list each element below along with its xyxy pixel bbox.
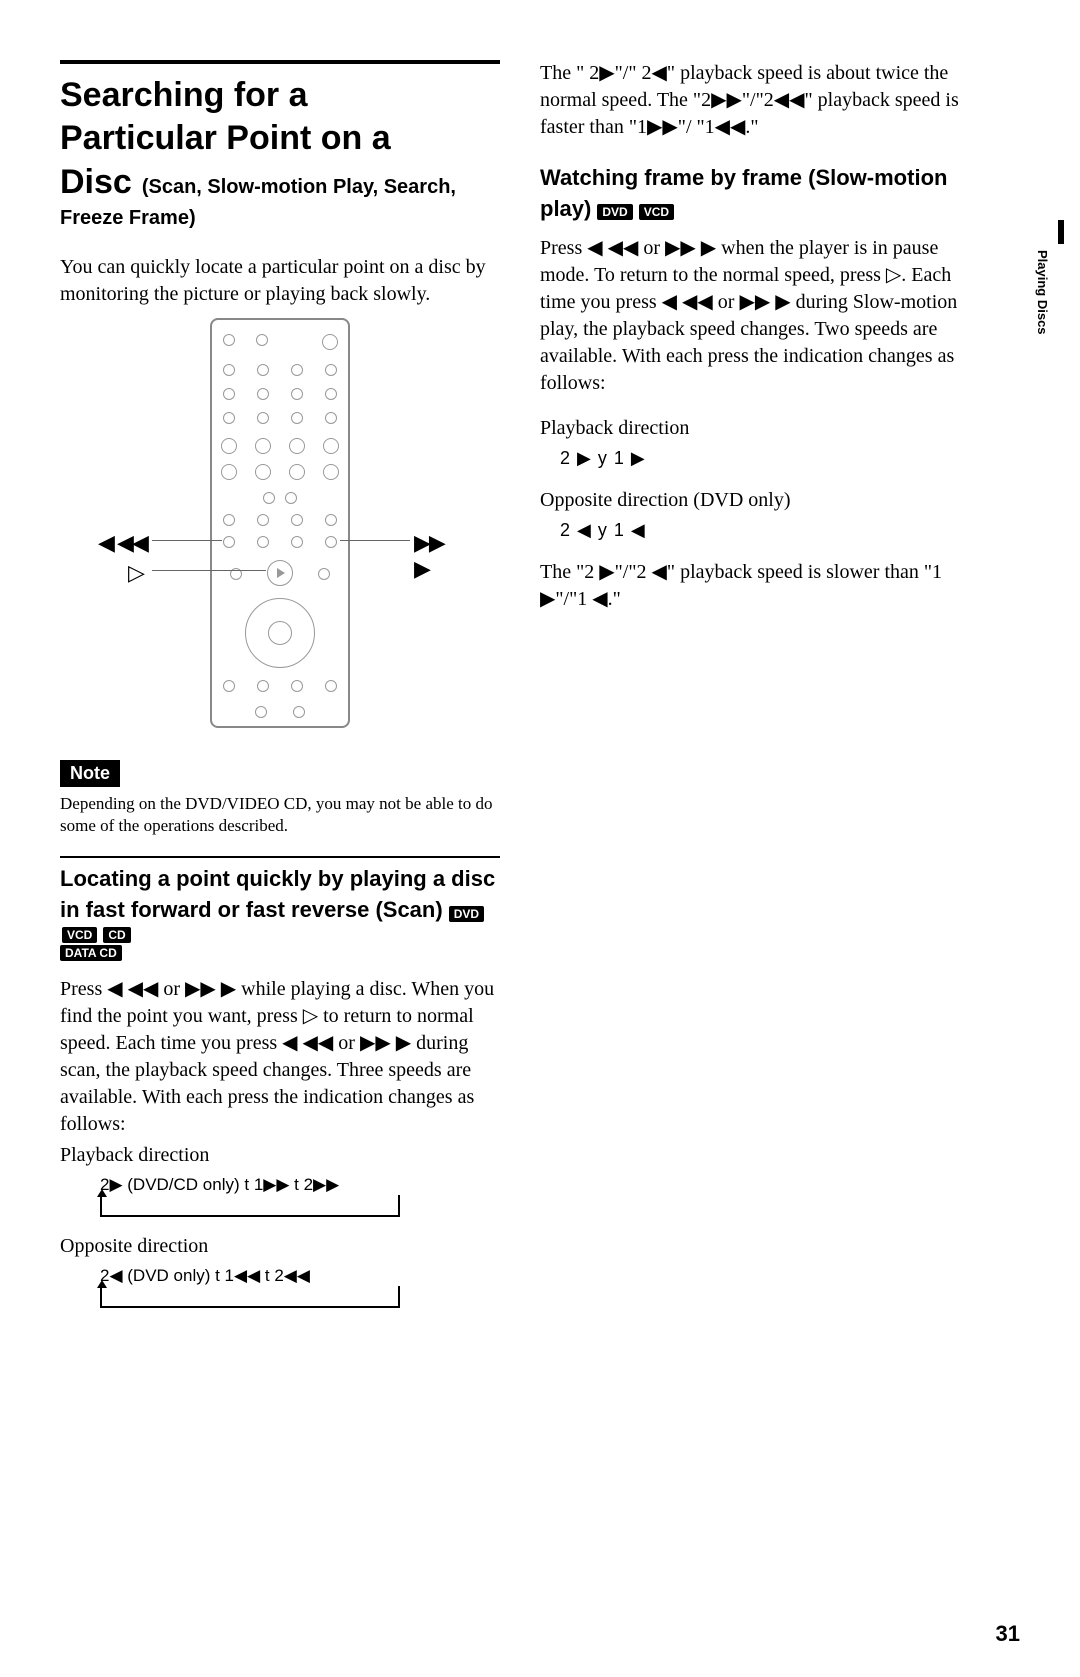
loop-diagram-forward (100, 1195, 400, 1217)
note-badge: Note (60, 760, 120, 787)
slow-opposite-label: Opposite direction (DVD only) (540, 487, 980, 514)
slowmotion-body: Press ◀ ◀◀ or ▶▶ ▶ when the player is in… (540, 235, 980, 397)
page-number: 31 (996, 1621, 1020, 1647)
playback-forward-diagram: 2▶ (DVD/CD only) t 1▶▶ t 2▶▶ (100, 1175, 500, 1195)
datacd-badge: DATA CD (60, 945, 122, 961)
title-line-2: Particular Point on a (60, 117, 500, 160)
dvd-badge: DVD (449, 906, 484, 922)
scan-heading-text: Locating a point quickly by playing a di… (60, 866, 495, 922)
dvd-badge: DVD (597, 204, 632, 220)
left-column: Searching for a Particular Point on a Di… (60, 60, 500, 1308)
loop-diagram-opposite (100, 1286, 400, 1308)
rewind-icon: ◀ ◀◀ (98, 530, 147, 556)
playback-opposite-diagram: 2◀ (DVD only) t 1◀◀ t 2◀◀ (100, 1266, 500, 1286)
title-line-3: Disc (60, 163, 132, 201)
right-column: The " 2▶"/" 2◀" playback speed is about … (540, 60, 980, 1308)
scan-body: Press ◀ ◀◀ or ▶▶ ▶ while playing a disc.… (60, 976, 500, 1138)
opposite-direction-label: Opposite direction (60, 1233, 500, 1260)
side-marker (1058, 220, 1064, 244)
intro-paragraph: You can quickly locate a particular poin… (60, 254, 500, 308)
speed-explanation: The " 2▶"/" 2◀" playback speed is about … (540, 60, 980, 141)
slow-playback-label: Playback direction (540, 415, 980, 442)
cd-badge: CD (103, 927, 130, 943)
fast-forward-icon: ▶▶ ▶ (414, 530, 450, 582)
note-text: Depending on the DVD/VIDEO CD, you may n… (60, 793, 500, 839)
vcd-badge: VCD (62, 927, 97, 943)
side-tab-label: Playing Discs (1035, 250, 1050, 335)
remote-illustration: ◀ ◀◀ ▶▶ ▶ ▷ (110, 318, 450, 738)
section-rule (60, 60, 500, 64)
scan-heading: Locating a point quickly by playing a di… (60, 864, 500, 962)
slowmotion-heading: Watching frame by frame (Slow-motion pla… (540, 163, 980, 225)
playback-direction-label: Playback direction (60, 1142, 500, 1169)
slow-forward-diagram: 2 ▶ y 1 ▶ (560, 448, 980, 469)
title-line-1: Searching for a (60, 74, 500, 117)
slow-note: The "2 ▶"/"2 ◀" playback speed is slower… (540, 559, 980, 613)
slow-opposite-diagram: 2 ◀ y 1 ◀ (560, 520, 980, 541)
vcd-badge: VCD (639, 204, 674, 220)
page-title: Searching for a Particular Point on a Di… (60, 74, 500, 232)
play-icon: ▷ (128, 560, 145, 586)
